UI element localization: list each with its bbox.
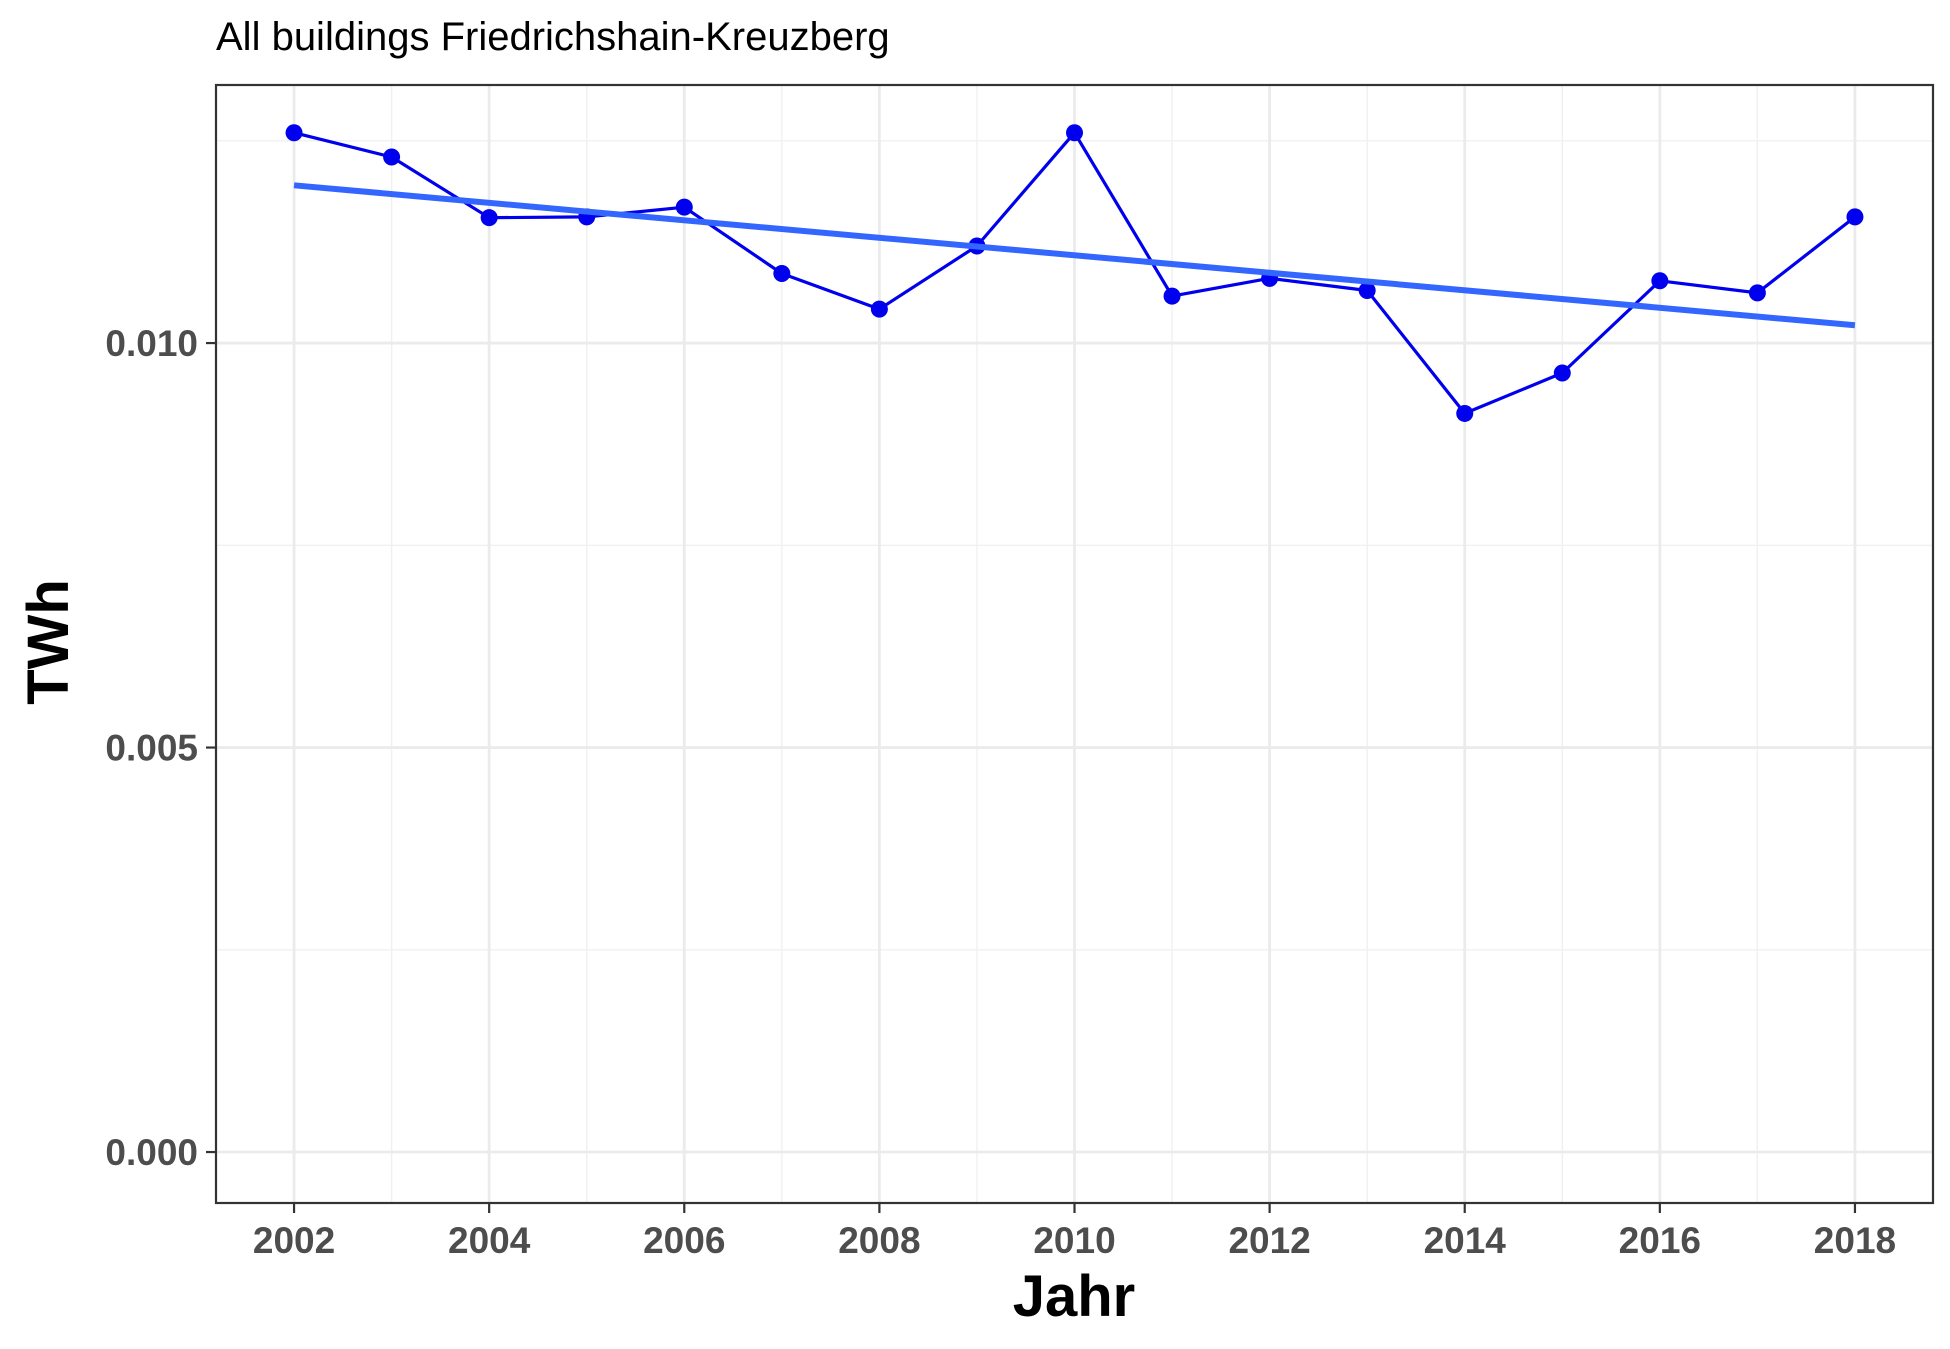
x-tick-label: 2014 bbox=[1424, 1220, 1507, 1261]
series-layer bbox=[285, 124, 1864, 422]
x-tick-label: 2002 bbox=[253, 1220, 335, 1261]
y-axis: 0.000 0.005 0.010 bbox=[105, 323, 216, 1173]
x-tick-label: 2008 bbox=[838, 1220, 920, 1261]
y-axis-title: TWh bbox=[16, 579, 81, 705]
data-point bbox=[1163, 287, 1181, 305]
x-tick-label: 2010 bbox=[1033, 1220, 1115, 1261]
x-tick-label: 2012 bbox=[1228, 1220, 1310, 1261]
plot-area bbox=[214, 83, 1935, 1205]
x-tick-label: 2018 bbox=[1814, 1220, 1896, 1261]
data-point bbox=[480, 209, 498, 227]
x-axis: 2002 2004 2006 2008 2010 2012 2014 2016 2018 bbox=[253, 1203, 1896, 1261]
x-axis-title: Jahr bbox=[1013, 1264, 1136, 1329]
x-tick-label: 2016 bbox=[1619, 1220, 1701, 1261]
data-point bbox=[285, 124, 303, 142]
data-point bbox=[870, 300, 888, 318]
data-point bbox=[1846, 208, 1864, 226]
data-point bbox=[1358, 281, 1376, 299]
x-tick-label: 2004 bbox=[448, 1220, 531, 1261]
major-gridlines bbox=[216, 85, 1933, 1203]
y-tick-label: 0.000 bbox=[105, 1132, 198, 1173]
data-point bbox=[1553, 364, 1571, 382]
data-point bbox=[773, 264, 791, 282]
y-tick-label: 0.005 bbox=[105, 728, 198, 769]
x-tick-label: 2006 bbox=[643, 1220, 725, 1261]
data-point bbox=[1066, 124, 1083, 142]
y-tick-label: 0.010 bbox=[105, 323, 198, 364]
data-point bbox=[1456, 404, 1474, 422]
trend-layer bbox=[293, 182, 1856, 329]
data-point bbox=[383, 148, 401, 166]
data-point bbox=[1748, 284, 1766, 302]
data-point bbox=[1651, 272, 1669, 290]
data-point bbox=[675, 198, 693, 216]
trend-line bbox=[293, 182, 1856, 329]
chart-title: All buildings Friedrichshain-Kreuzberg bbox=[216, 15, 890, 59]
